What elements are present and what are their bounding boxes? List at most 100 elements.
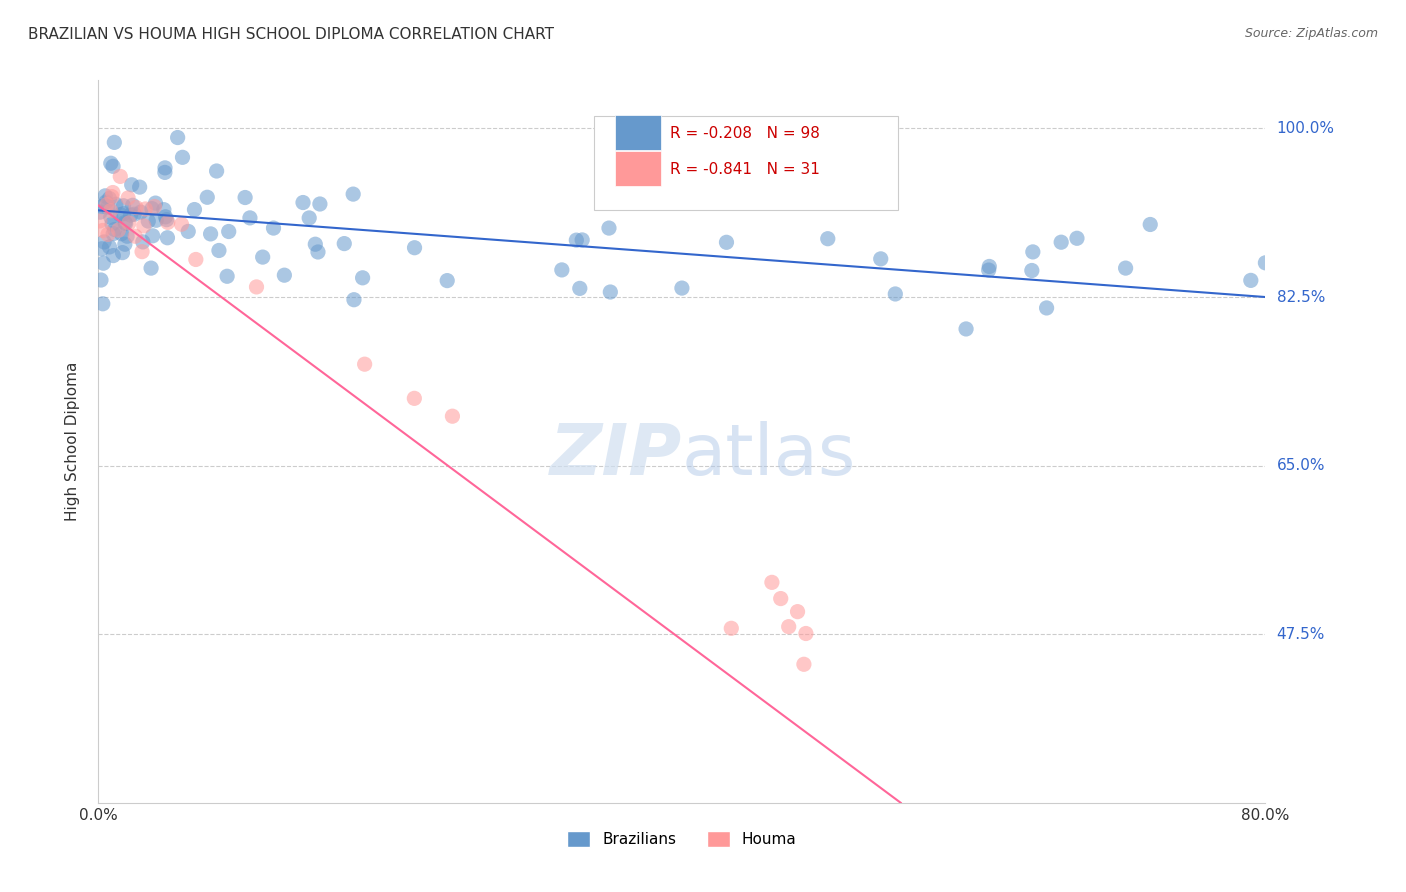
Brazilians bbox=[156, 231, 179, 245]
Brazilians bbox=[103, 227, 125, 241]
Houma bbox=[97, 227, 120, 242]
Brazilians bbox=[869, 252, 891, 266]
Brazilians bbox=[103, 136, 125, 150]
Brazilians bbox=[90, 242, 112, 256]
Brazilians bbox=[404, 241, 426, 255]
Brazilians bbox=[979, 260, 1001, 274]
Brazilians bbox=[121, 198, 143, 212]
Brazilians bbox=[97, 200, 120, 214]
Brazilians bbox=[153, 161, 176, 175]
Brazilians bbox=[977, 263, 1000, 277]
Houma bbox=[107, 223, 129, 237]
Brazilians bbox=[273, 268, 295, 283]
Brazilians bbox=[304, 237, 326, 252]
Brazilians bbox=[1021, 263, 1043, 277]
Houma bbox=[184, 252, 207, 267]
Brazilians bbox=[121, 178, 143, 192]
Brazilians bbox=[90, 200, 112, 214]
Brazilians bbox=[104, 197, 127, 211]
Brazilians bbox=[90, 273, 112, 287]
Houma bbox=[720, 621, 742, 635]
Brazilians bbox=[1254, 256, 1277, 270]
Brazilians bbox=[333, 236, 356, 251]
Houma bbox=[101, 186, 124, 200]
Brazilians bbox=[98, 192, 121, 206]
Brazilians bbox=[298, 211, 321, 225]
Brazilians bbox=[183, 202, 205, 217]
Houma bbox=[89, 214, 111, 228]
Brazilians bbox=[101, 159, 124, 173]
Houma bbox=[786, 605, 808, 619]
Houma bbox=[96, 197, 118, 211]
Brazilians bbox=[292, 195, 315, 210]
Brazilians bbox=[132, 235, 155, 249]
Brazilians bbox=[716, 235, 738, 250]
Houma bbox=[110, 169, 132, 184]
Houma bbox=[156, 215, 179, 229]
Houma bbox=[761, 575, 783, 590]
Brazilians bbox=[195, 190, 218, 204]
Text: R = -0.841   N = 31: R = -0.841 N = 31 bbox=[671, 161, 820, 177]
Text: 82.5%: 82.5% bbox=[1277, 290, 1324, 304]
Brazilians bbox=[671, 281, 693, 295]
Brazilians bbox=[263, 221, 285, 235]
Houma bbox=[100, 203, 122, 218]
Brazilians bbox=[91, 256, 114, 270]
Houma bbox=[134, 202, 156, 216]
Brazilians bbox=[93, 235, 115, 249]
Brazilians bbox=[114, 237, 136, 252]
Brazilians bbox=[884, 287, 907, 301]
Brazilians bbox=[1066, 231, 1088, 245]
Houma bbox=[778, 620, 800, 634]
Brazilians bbox=[217, 269, 239, 284]
Text: 47.5%: 47.5% bbox=[1277, 627, 1324, 641]
FancyBboxPatch shape bbox=[616, 151, 661, 186]
Brazilians bbox=[200, 227, 222, 241]
Brazilians bbox=[1139, 218, 1161, 232]
Houma bbox=[793, 657, 815, 672]
Brazilians bbox=[129, 205, 152, 219]
Text: BRAZILIAN VS HOUMA HIGH SCHOOL DIPLOMA CORRELATION CHART: BRAZILIAN VS HOUMA HIGH SCHOOL DIPLOMA C… bbox=[28, 27, 554, 42]
FancyBboxPatch shape bbox=[595, 116, 898, 211]
Y-axis label: High School Diploma: High School Diploma bbox=[65, 362, 80, 521]
Brazilians bbox=[309, 197, 332, 211]
Brazilians bbox=[817, 232, 839, 246]
Brazilians bbox=[103, 249, 125, 263]
Brazilians bbox=[91, 297, 114, 311]
Houma bbox=[794, 626, 817, 640]
Houma bbox=[441, 409, 464, 424]
Brazilians bbox=[239, 211, 262, 225]
FancyBboxPatch shape bbox=[616, 115, 661, 151]
Brazilians bbox=[1022, 244, 1045, 259]
Brazilians bbox=[89, 205, 111, 219]
Brazilians bbox=[177, 224, 200, 238]
Brazilians bbox=[115, 229, 138, 244]
Brazilians bbox=[955, 322, 977, 336]
Text: Source: ZipAtlas.com: Source: ZipAtlas.com bbox=[1244, 27, 1378, 40]
Brazilians bbox=[1050, 235, 1073, 250]
Brazilians bbox=[153, 165, 176, 179]
Brazilians bbox=[166, 130, 188, 145]
Brazilians bbox=[110, 227, 132, 241]
Brazilians bbox=[153, 202, 176, 217]
Houma bbox=[404, 392, 426, 406]
Legend: Brazilians, Houma: Brazilians, Houma bbox=[561, 825, 803, 853]
Text: atlas: atlas bbox=[682, 422, 856, 491]
Brazilians bbox=[1035, 301, 1057, 315]
Houma bbox=[91, 223, 114, 237]
Houma bbox=[124, 229, 146, 244]
Houma bbox=[143, 200, 166, 214]
Houma bbox=[117, 191, 139, 205]
Brazilians bbox=[111, 245, 134, 260]
Brazilians bbox=[120, 208, 142, 222]
Brazilians bbox=[100, 156, 122, 170]
Brazilians bbox=[104, 222, 127, 236]
Brazilians bbox=[565, 233, 588, 247]
Brazilians bbox=[599, 285, 621, 299]
Houma bbox=[118, 216, 141, 230]
Brazilians bbox=[100, 211, 122, 225]
Brazilians bbox=[101, 217, 124, 231]
Brazilians bbox=[551, 263, 574, 277]
Brazilians bbox=[352, 270, 374, 285]
Brazilians bbox=[205, 164, 228, 178]
